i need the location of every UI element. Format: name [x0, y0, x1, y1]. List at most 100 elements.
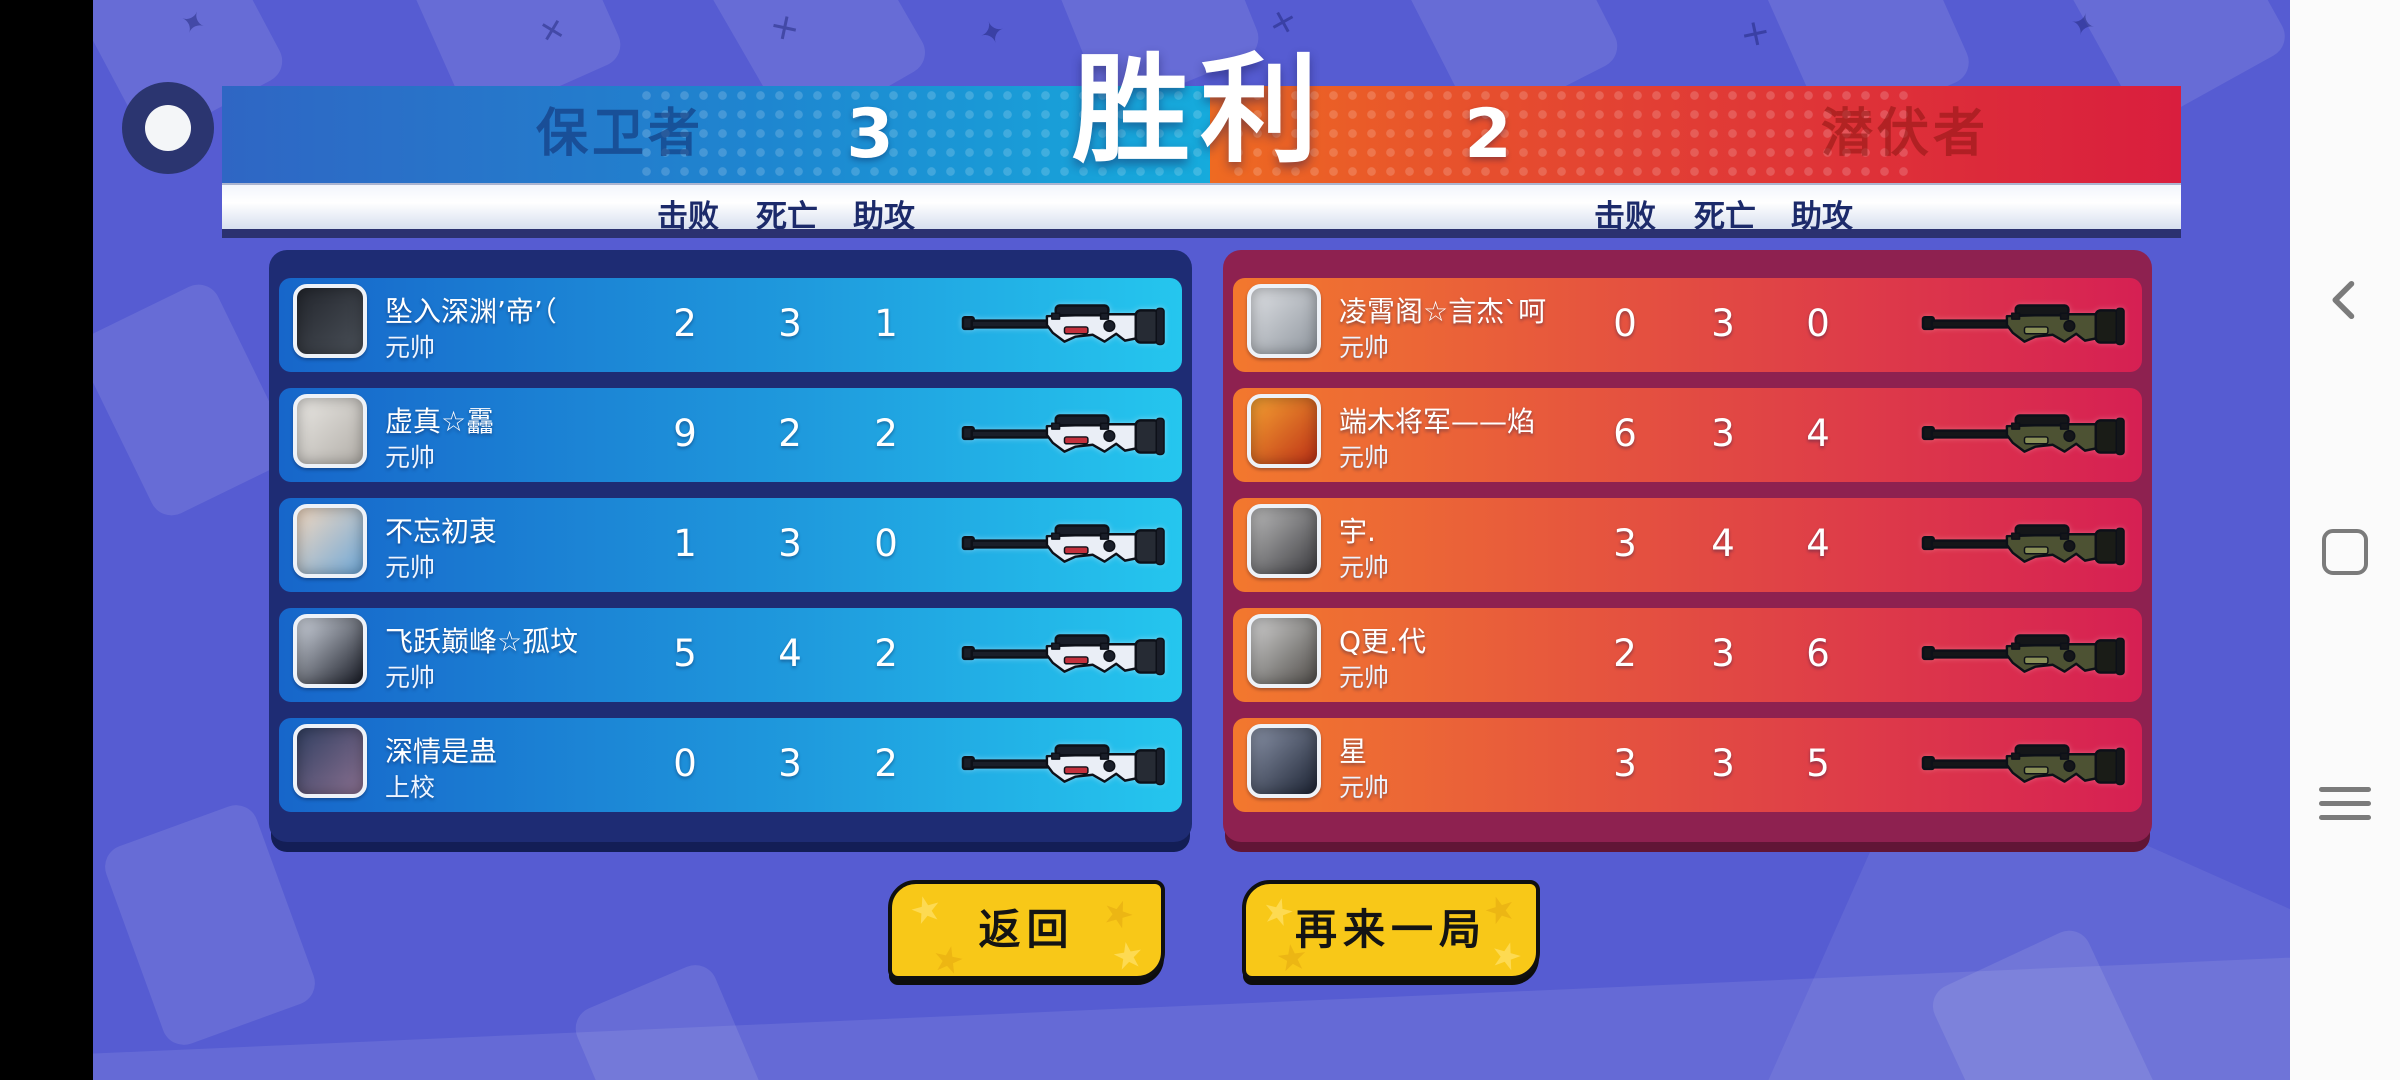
player-rank: 元帅	[385, 443, 436, 472]
deaths-value: 3	[1711, 412, 1735, 455]
back-button[interactable]: ★ ★ ★ ★ 返回	[888, 880, 1165, 980]
assists-value: 1	[874, 302, 898, 345]
assists-value: 6	[1806, 632, 1830, 675]
player-name: 深情是蛊	[385, 735, 498, 768]
player-rank: 上校	[385, 773, 436, 802]
kills-value: 3	[1613, 742, 1637, 785]
blue-team-score: 3	[846, 95, 894, 174]
player-name: 坠入深渊’帝’（	[385, 295, 557, 328]
player-name: Q更.代	[1339, 625, 1426, 658]
player-rank: 元帅	[1339, 553, 1390, 582]
sniper-rifle-icon	[961, 304, 1166, 346]
avatar	[293, 724, 367, 798]
play-again-button-label: 再来一局	[1294, 905, 1487, 954]
avatar	[293, 394, 367, 468]
avatar	[1247, 284, 1321, 358]
player-row[interactable]: 飞跃巅峰☆孤坟 元帅 5 4 2	[279, 608, 1182, 702]
player-name: 端木将军——焰	[1339, 405, 1536, 438]
kills-value: 2	[1613, 632, 1637, 675]
nav-home-button[interactable]	[2290, 492, 2400, 612]
victory-title: 胜利	[1071, 41, 1329, 179]
score-banner: 保卫者 3 2 潜伏者	[222, 86, 2181, 183]
player-row[interactable]: 宇. 元帅 3 4 4	[1233, 498, 2142, 592]
player-row[interactable]: 凌霄阁☆言杰`呵 元帅 0 3 0	[1233, 278, 2142, 372]
avatar	[1247, 504, 1321, 578]
player-name: 宇.	[1339, 515, 1376, 548]
kills-value: 6	[1613, 412, 1637, 455]
red-team-name: 潜伏者	[1820, 104, 1990, 164]
kills-value: 0	[1613, 302, 1637, 345]
deaths-value: 3	[778, 302, 802, 345]
deaths-value: 3	[1711, 632, 1735, 675]
deaths-value: 4	[1711, 522, 1735, 565]
bg-glyph: ✦	[975, 12, 1010, 55]
nav-back-button[interactable]	[2290, 240, 2400, 360]
assists-value: 0	[1806, 302, 1830, 345]
blue-team-name: 保卫者	[535, 104, 705, 164]
kills-value: 1	[673, 522, 697, 565]
assists-value: 5	[1806, 742, 1830, 785]
floating-assistive-button[interactable]	[122, 82, 214, 174]
column-header-strip: 击败 死亡 助攻 击败 死亡 助攻	[222, 183, 2181, 238]
player-row[interactable]: 深情是蛊 上校 0 3 2	[279, 718, 1182, 812]
kills-value: 5	[673, 632, 697, 675]
player-name: 星	[1339, 735, 1368, 768]
avatar	[1247, 394, 1321, 468]
sniper-rifle-icon	[1921, 634, 2126, 676]
home-square-icon	[2322, 529, 2368, 575]
player-row[interactable]: 星 元帅 3 3 5	[1233, 718, 2142, 812]
sniper-rifle-icon	[1921, 744, 2126, 786]
kills-value: 2	[673, 302, 697, 345]
deaths-value: 3	[1711, 302, 1735, 345]
sniper-rifle-icon	[961, 524, 1166, 566]
player-row[interactable]: 不忘初衷 元帅 1 3 0	[279, 498, 1182, 592]
avatar	[293, 284, 367, 358]
bg-glyph: ✦	[2066, 5, 2100, 46]
col-deaths-left: 死亡	[756, 199, 818, 235]
player-name: 不忘初衷	[385, 515, 498, 548]
kills-value: 3	[1613, 522, 1637, 565]
avatar	[293, 504, 367, 578]
player-rank: 元帅	[1339, 443, 1390, 472]
assists-value: 2	[874, 412, 898, 455]
deaths-value: 3	[1711, 742, 1735, 785]
sniper-rifle-icon	[961, 634, 1166, 676]
player-row[interactable]: Q更.代 元帅 2 3 6	[1233, 608, 2142, 702]
android-nav-bar	[2290, 0, 2400, 1080]
kills-value: 0	[673, 742, 697, 785]
assists-value: 4	[1806, 412, 1830, 455]
kills-value: 9	[673, 412, 697, 455]
back-button-label: 返回	[978, 905, 1075, 954]
red-team-panel: 凌霄阁☆言杰`呵 元帅 0 3 0 端木将军——焰 元帅 6 3 4 宇. 元帅…	[1223, 250, 2152, 842]
nav-recents-button[interactable]	[2290, 743, 2400, 863]
assists-value: 2	[874, 632, 898, 675]
back-chevron-icon	[2332, 280, 2355, 320]
player-row[interactable]: 虚真☆靐 元帅 9 2 2	[279, 388, 1182, 482]
col-kills-right: 击败	[1594, 199, 1656, 235]
player-row[interactable]: 端木将军——焰 元帅 6 3 4	[1233, 388, 2142, 482]
player-name: 凌霄阁☆言杰`呵	[1339, 295, 1547, 328]
bg-glyph: ＋	[1737, 15, 1775, 56]
col-assists-left: 助攻	[853, 199, 915, 235]
blue-team-banner	[222, 86, 1210, 183]
play-again-button[interactable]: ★ ★ ★ ★ 再来一局	[1242, 880, 1540, 980]
sniper-rifle-icon	[1921, 304, 2126, 346]
player-rank: 元帅	[1339, 333, 1390, 362]
col-kills-left: 击败	[657, 199, 719, 235]
letterbox-left	[0, 0, 93, 1080]
deaths-value: 3	[778, 522, 802, 565]
deaths-value: 3	[778, 742, 802, 785]
avatar	[1247, 724, 1321, 798]
player-name: 虚真☆靐	[385, 405, 495, 438]
player-row[interactable]: 坠入深渊’帝’（ 元帅 2 3 1	[279, 278, 1182, 372]
sniper-rifle-icon	[1921, 414, 2126, 456]
deaths-value: 2	[778, 412, 802, 455]
player-rank: 元帅	[1339, 663, 1390, 692]
assists-value: 4	[1806, 522, 1830, 565]
avatar	[1247, 614, 1321, 688]
sniper-rifle-icon	[961, 744, 1166, 786]
sniper-rifle-icon	[1921, 524, 2126, 566]
col-deaths-right: 死亡	[1694, 199, 1756, 235]
player-rank: 元帅	[1339, 773, 1390, 802]
player-rank: 元帅	[385, 333, 436, 362]
